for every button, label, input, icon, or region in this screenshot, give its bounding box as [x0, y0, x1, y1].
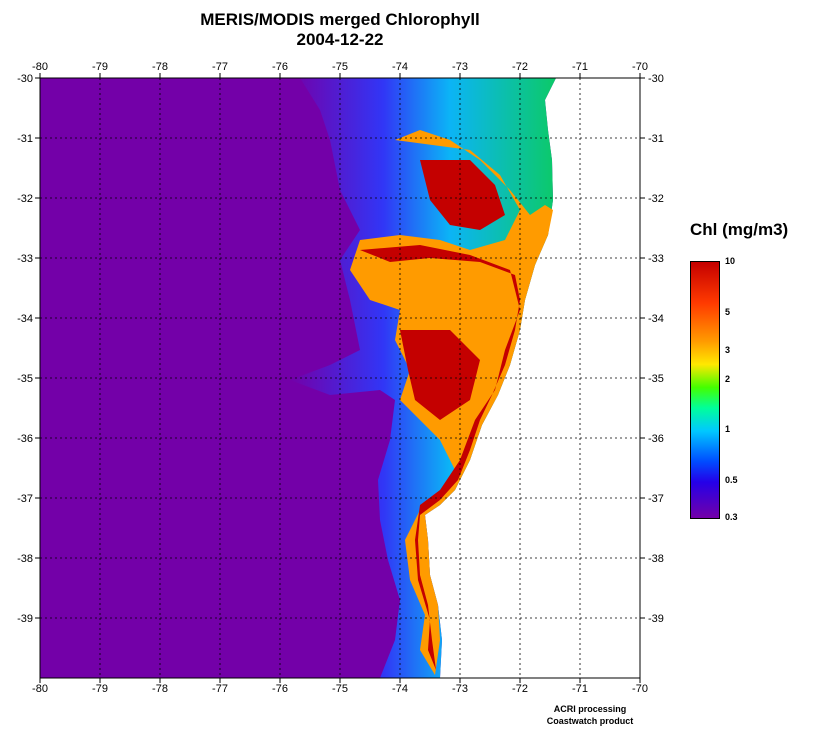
- lon-tick-label: -80: [32, 61, 48, 73]
- colorbar-label: 1: [725, 424, 731, 434]
- lon-tick-label: -77: [212, 61, 228, 73]
- lat-tick-label: -32: [648, 193, 664, 205]
- very-high-chlorophyll-zone: [360, 160, 520, 670]
- credit-line-1: ACRI processing: [553, 704, 627, 714]
- lat-tick-label: -37: [17, 493, 33, 505]
- colorbar-label: 10: [725, 256, 736, 266]
- colorbar-label: 0.5: [725, 475, 738, 485]
- colorbar-label: 5: [725, 307, 731, 317]
- lon-tick-label: -74: [392, 61, 408, 73]
- lon-tick-label: -79: [92, 61, 108, 73]
- lat-tick-label: -38: [648, 553, 664, 565]
- lat-tick-label: -31: [648, 133, 664, 145]
- credit-line-2: Coastwatch product: [546, 716, 634, 726]
- lat-tick-label: -36: [648, 433, 664, 445]
- lon-tick-label: -71: [572, 61, 588, 73]
- lon-tick-label: -72: [512, 61, 528, 73]
- lon-tick-label: -75: [332, 61, 348, 73]
- lon-tick-label: -78: [152, 683, 168, 695]
- lat-tick-label: -34: [648, 313, 664, 325]
- lon-tick-label: -73: [452, 61, 468, 73]
- lon-tick-label: -75: [332, 683, 348, 695]
- lon-tick-label: -77: [212, 683, 228, 695]
- lon-tick-label: -72: [512, 683, 528, 695]
- colorbar-title: Chl (mg/m3): [690, 220, 789, 239]
- lon-tick-label: -74: [392, 683, 408, 695]
- lat-tick-label: -35: [648, 373, 664, 385]
- lat-tick-label: -38: [17, 553, 33, 565]
- lat-tick-label: -33: [648, 253, 664, 265]
- lat-tick-label: -36: [17, 433, 33, 445]
- colorbar-label: 3: [725, 345, 731, 355]
- lon-tick-label: -78: [152, 61, 168, 73]
- lat-tick-label: -30: [17, 73, 33, 85]
- map-title: MERIS/MODIS merged Chlorophyll: [200, 10, 480, 29]
- lon-tick-label: -70: [632, 683, 648, 695]
- lat-tick-label: -37: [648, 493, 664, 505]
- colorbar: [690, 261, 720, 519]
- colorbar-label: 2: [725, 374, 731, 384]
- lon-tick-label: -79: [92, 683, 108, 695]
- lat-tick-label: -34: [17, 313, 33, 325]
- lon-tick-label: -71: [572, 683, 588, 695]
- land-area: [425, 78, 640, 678]
- lon-tick-label: -80: [32, 683, 48, 695]
- map-date: 2004-12-22: [296, 30, 384, 49]
- lat-tick-label: -30: [648, 73, 664, 85]
- lat-tick-label: -39: [17, 613, 33, 625]
- lat-tick-label: -32: [17, 193, 33, 205]
- lon-tick-label: -76: [272, 61, 288, 73]
- lat-tick-label: -31: [17, 133, 33, 145]
- lon-tick-label: -73: [452, 683, 468, 695]
- lat-tick-label: -39: [648, 613, 664, 625]
- colorbar-label: 0.3: [725, 512, 738, 522]
- lon-tick-label: -70: [632, 61, 648, 73]
- lon-tick-label: -76: [272, 683, 288, 695]
- lat-tick-label: -33: [17, 253, 33, 265]
- lat-tick-label: -35: [17, 373, 33, 385]
